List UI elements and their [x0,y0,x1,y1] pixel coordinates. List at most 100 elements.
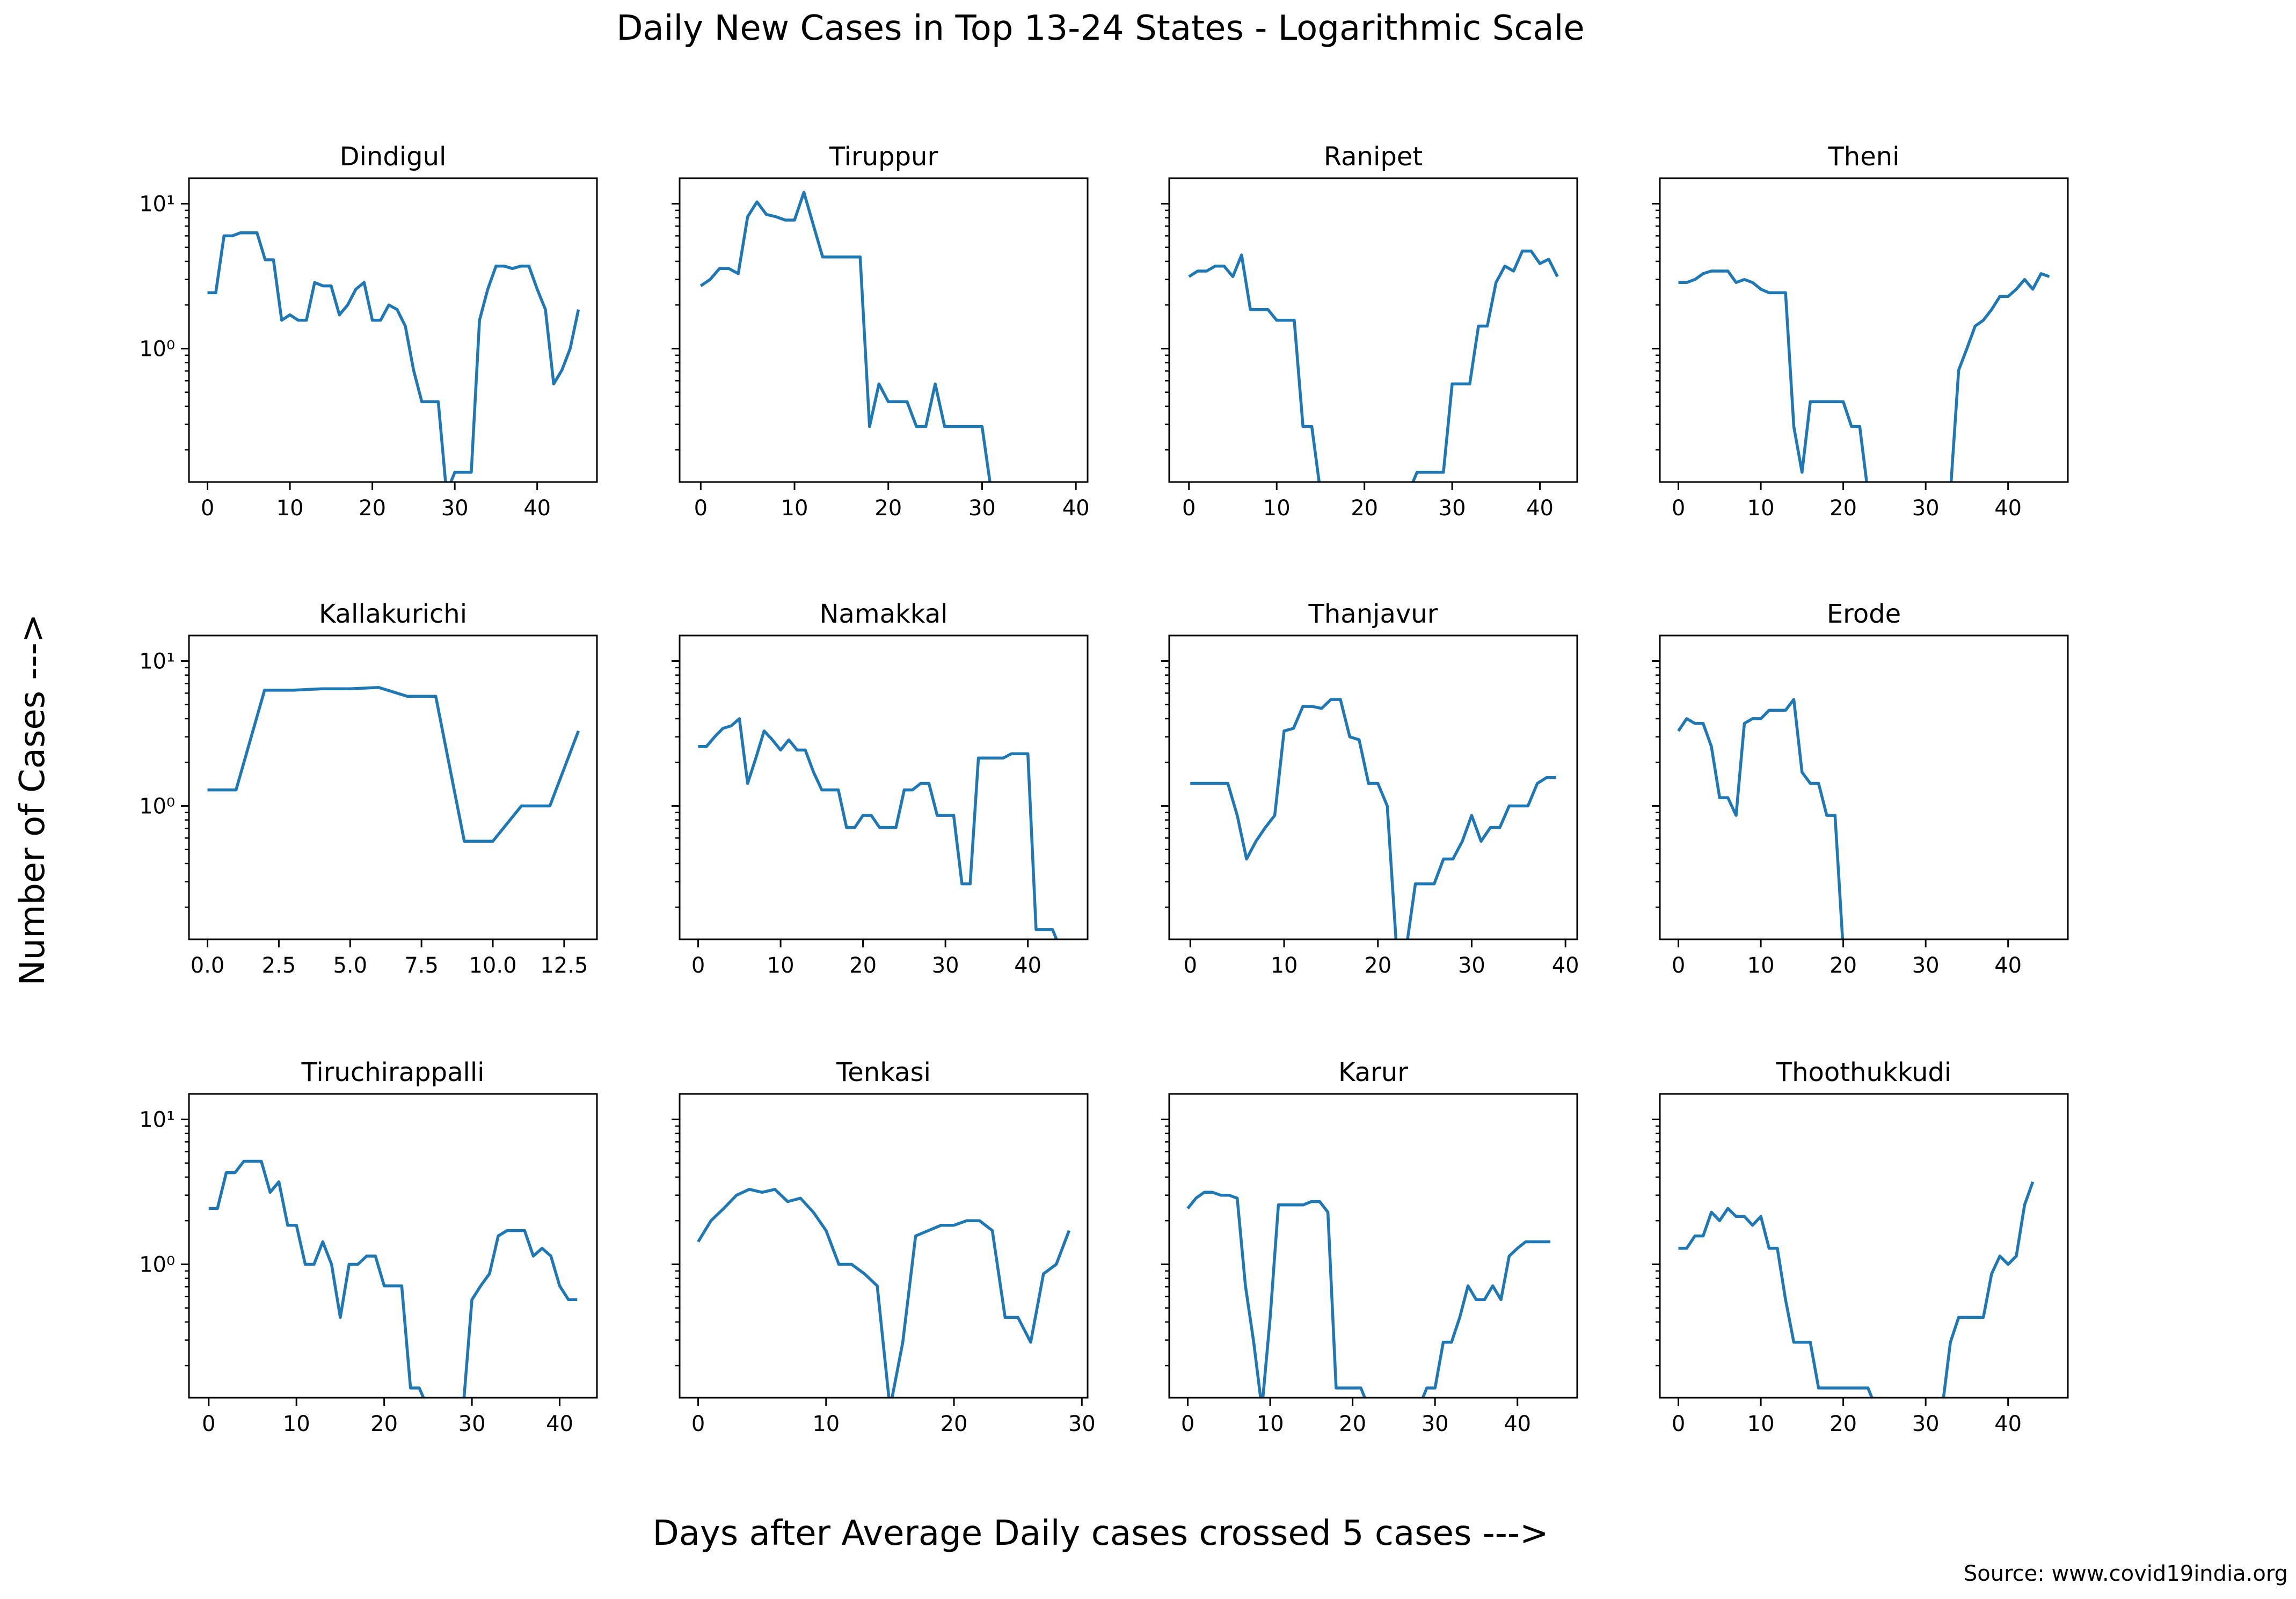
subplot-title: Thoothukkudi [1776,1057,1951,1087]
x-tick-label: 40 [1994,953,2022,978]
series-line [1186,1191,1551,1398]
x-tick-label: 30 [1439,496,1466,521]
x-tick-label: 0.0 [191,953,225,978]
subplot-erode: Erode 0 10 20 30 40 [1652,599,2069,978]
axes-frame [188,177,598,483]
x-tick-label: 40 [523,496,551,521]
x-tick-label: 10 [812,1412,840,1436]
x-tick-label: 10 [1263,496,1291,521]
x-tick-label: 0 [691,953,705,978]
x-tick-label: 30 [932,953,959,978]
subplot-tenkasi: Tenkasi 0 10 20 30 [672,1057,1096,1436]
subplot-title: Theni [1827,142,1899,172]
x-tick-label: 10.0 [469,953,516,978]
subplot-tiruchirappalli: Tiruchirappalli 10⁰ 10¹ 0 10 20 30 40 [139,1057,598,1436]
y-tick-label: 10⁰ [139,337,175,361]
x-tick-label: 0 [691,1412,705,1436]
x-tick-label: 0 [1672,953,1685,978]
x-tick-label: 40 [1062,496,1090,521]
x-tick-label: 0 [1182,496,1196,521]
subplot-title: Karur [1338,1057,1408,1087]
x-tick-label: 40 [1552,953,1579,978]
axes-frame [1659,634,2069,940]
x-tick-label: 40 [1526,496,1554,521]
series-line [698,717,1058,939]
x-tick-label: 30 [1458,953,1485,978]
series-line [699,191,992,482]
subplot-tiruppur: Tiruppur 0 10 20 30 40 [672,142,1090,521]
x-tick-label: 12.5 [540,953,588,978]
x-tick-label: 30 [968,496,996,521]
y-tick-label: 10¹ [139,192,175,217]
x-tick-label: 30 [1068,1412,1096,1436]
series-line [208,1159,578,1398]
subplot-title: Ranipet [1324,142,1423,172]
y-tick-label: 10¹ [139,1108,175,1133]
x-tick-label: 10 [781,496,808,521]
axes-frame [679,1093,1089,1399]
x-tick-label: 0 [202,1412,215,1436]
x-tick-label: 10 [1257,1412,1284,1436]
source-note: Source: www.covid19india.org [1964,1561,2288,1586]
x-tick-label: 20 [1339,1412,1366,1436]
subplot-ranipet: Ranipet 0 10 20 30 40 [1161,142,1578,521]
x-tick-label: 10 [767,953,795,978]
series-line [1678,1181,2035,1398]
axes-frame [1659,177,2069,483]
x-tick-label: 0 [1184,953,1197,978]
x-tick-label: 20 [849,953,877,978]
subplot-title: Namakkal [820,599,948,629]
x-tick-label: 10 [1747,1412,1775,1436]
subplot-title: Erode [1827,599,1901,629]
x-tick-label: 0 [1672,496,1685,521]
x-tick-label: 0 [201,496,214,521]
x-tick-label: 20 [1829,496,1857,521]
subplot-title: Dindigul [340,142,447,172]
x-tick-label: 20 [1829,1412,1857,1436]
series-line [697,1188,1071,1398]
x-tick-label: 7.5 [404,953,439,978]
x-tick-label: 40 [1994,496,2022,521]
x-tick-label: 40 [1014,953,1041,978]
x-tick-label: 10 [1747,953,1775,978]
x-tick-label: 0 [694,496,708,521]
x-tick-label: 0 [1672,1412,1685,1436]
subplot-title: Kallakurichi [319,599,467,629]
subplot-karur: Karur 0 10 20 30 40 [1161,1057,1578,1436]
subplot-thoothukkudi: Thoothukkudi 0 10 20 30 40 [1652,1057,2069,1436]
x-tick-label: 20 [1829,953,1857,978]
axes-frame [679,177,1089,483]
axes-frame [188,634,598,940]
axes-frame [1659,1093,2069,1399]
x-tick-label: 30 [1912,953,1940,978]
x-tick-label: 5.0 [333,953,367,978]
subplot-thanjavur: Thanjavur 0 10 20 30 40 [1161,599,1579,978]
x-tick-label: 30 [1422,1412,1449,1436]
subplot-kallakurichi: Kallakurichi 10⁰ 10¹ 0.0 2.5 5.0 7.5 10.0 12.5 [139,599,598,978]
subplot-namakkal: Namakkal 0 10 20 30 40 [672,599,1089,978]
x-tick-label: 40 [1994,1412,2022,1436]
subplot-theni: Theni 0 10 20 30 40 [1652,142,2069,521]
x-tick-label: 30 [1912,496,1940,521]
axes-frame [679,634,1089,940]
series-line [207,686,580,843]
y-tick-label: 10⁰ [139,794,175,819]
y-tick-label: 10¹ [139,649,175,674]
x-tick-label: 0 [1181,1412,1194,1436]
series-line [207,231,580,482]
x-tick-label: 20 [1364,953,1391,978]
subplot-title: Tenkasi [836,1057,931,1087]
series-line [1677,698,1845,939]
x-tick-label: 10 [1747,496,1775,521]
x-tick-label: 10 [1271,953,1298,978]
subplot-title: Thanjavur [1308,599,1438,629]
axes-frame [1168,634,1578,940]
x-tick-label: 20 [874,496,902,521]
figure-title: Daily New Cases in Top 13-24 States - Lo… [616,9,1585,48]
series-line [1188,250,1559,482]
subplot-title: Tiruppur [829,142,938,172]
subplot-title: Tiruchirappalli [301,1057,485,1087]
x-tick-label: 10 [283,1412,310,1436]
x-tick-label: 30 [441,496,469,521]
